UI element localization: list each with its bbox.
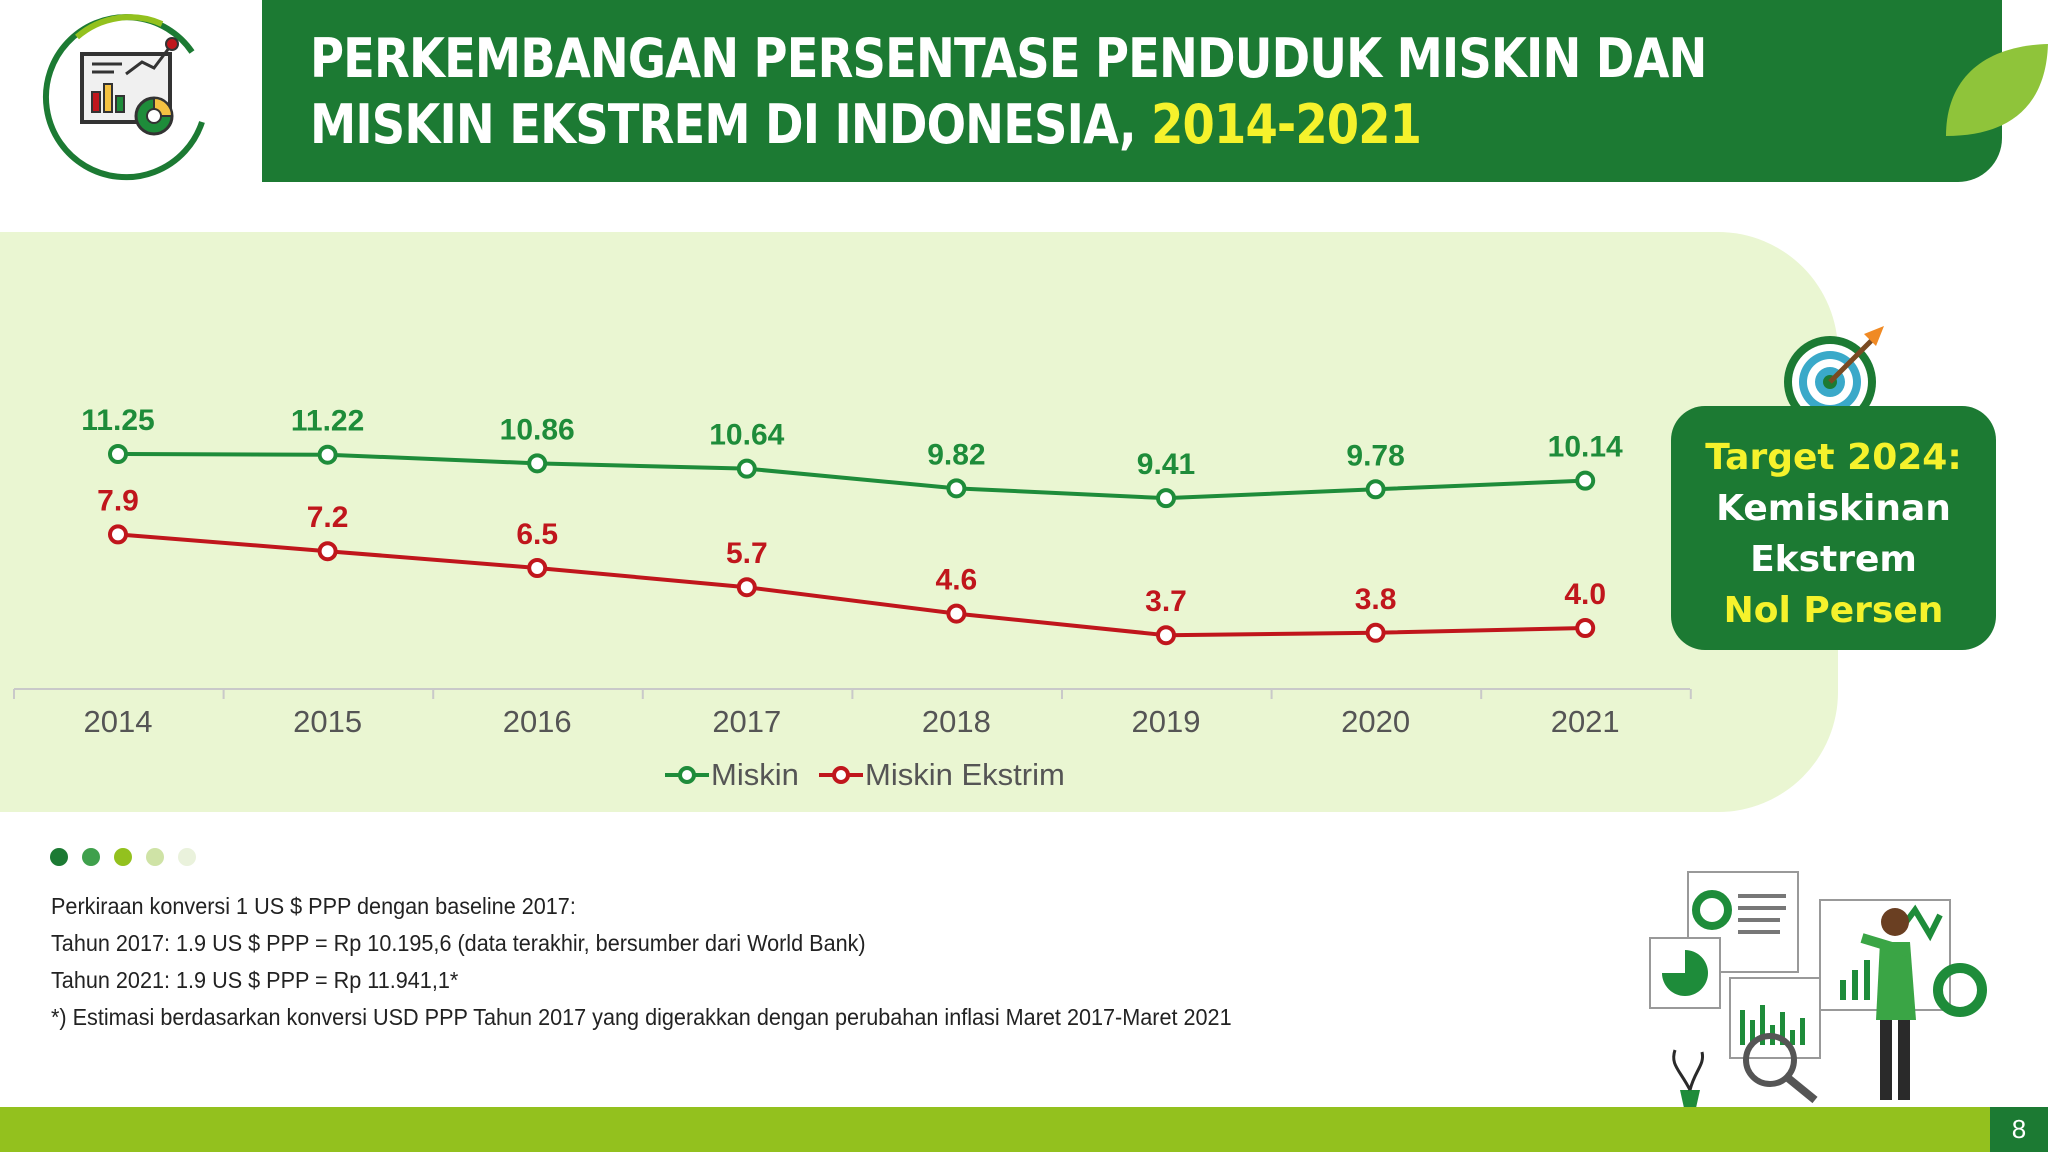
data-point: [736, 458, 757, 479]
title-years: 2014-2021: [1151, 93, 1422, 156]
data-label: 7.2: [307, 501, 349, 534]
target-line-3: Ekstrem: [1750, 539, 1917, 580]
data-label: 5.7: [726, 537, 768, 570]
data-point: [1365, 479, 1386, 500]
x-tick-label: 2021: [1551, 704, 1620, 739]
data-label: 4.6: [936, 564, 978, 597]
data-label: 7.9: [97, 484, 139, 517]
presenter-illustration: [1649, 871, 1987, 1108]
note-line: Perkiraan konversi 1 US $ PPP dengan bas…: [51, 893, 576, 919]
note-line: Tahun 2017: 1.9 US $ PPP = Rp 10.195,6 (…: [51, 930, 866, 956]
analytics-logo-icon: [43, 14, 205, 181]
target-line-2: Kemiskinan: [1716, 488, 1951, 529]
note-line: *) Estimasi berdasarkan konversi USD PPP…: [51, 1004, 1232, 1030]
data-label: 10.64: [709, 419, 784, 452]
data-label: 3.8: [1355, 583, 1397, 616]
data-point: [946, 478, 967, 499]
data-point: [317, 444, 338, 465]
x-tick-label: 2014: [84, 704, 153, 739]
data-label: 10.86: [500, 413, 575, 446]
target-heading: Target 2024:: [1705, 437, 1962, 478]
data-point: [108, 524, 128, 545]
legend-swatch-marker: [678, 766, 696, 784]
data-point: [1575, 618, 1596, 638]
poverty-line-chart: 2014 2015 2016 2017 2018 2019 2020 2021 11.25 11…: [13, 404, 1692, 792]
data-point: [317, 541, 338, 562]
x-tick-label: 2016: [503, 704, 572, 739]
x-tick-label: 2017: [712, 704, 781, 739]
data-label: 6.5: [516, 518, 558, 551]
data-label: 4.0: [1564, 578, 1606, 611]
target-dart-icon: [1784, 326, 1884, 428]
data-point: [1575, 470, 1596, 491]
chart-panel: [0, 232, 1838, 812]
series-line-miskin-ekstrim: [117, 532, 1586, 638]
note-line: Tahun 2021: 1.9 US $ PPP = Rp 11.941,1*: [51, 967, 459, 993]
title-banner: [262, 0, 2002, 182]
dot: [82, 848, 100, 866]
data-label: 9.78: [1346, 439, 1404, 472]
title-line-2: MISKIN EKSTREM DI INDONESIA, 2014-2021: [310, 92, 1707, 158]
data-label: 9.82: [927, 438, 985, 471]
x-tick-label: 2018: [922, 704, 991, 739]
legend-swatch-marker: [832, 766, 850, 784]
x-tick-label: 2020: [1341, 704, 1410, 739]
data-point: [1156, 625, 1176, 646]
dot: [146, 848, 164, 866]
x-tick-label: 2019: [1132, 704, 1201, 739]
target-line-4: Nol Persen: [1723, 590, 1944, 631]
legend-label: Miskin Ekstrim: [865, 757, 1065, 792]
x-tick-label: 2015: [293, 704, 362, 739]
data-point: [527, 453, 548, 474]
data-point: [108, 444, 128, 464]
data-point: [736, 577, 757, 598]
dot: [114, 848, 132, 866]
dot: [50, 848, 68, 866]
data-label: 9.41: [1137, 448, 1195, 481]
title-line-2-text: MISKIN EKSTREM DI INDONESIA,: [310, 93, 1152, 156]
data-label: 3.7: [1145, 585, 1187, 618]
footer-bar: [0, 1107, 1990, 1152]
decorative-dots: [50, 848, 210, 871]
data-point: [527, 558, 548, 578]
footnotes: Perkiraan konversi 1 US $ PPP dengan bas…: [51, 888, 1232, 1036]
title-line-1: PERKEMBANGAN PERSENTASE PENDUDUK MISKIN …: [310, 27, 1707, 90]
page-number: 8: [1990, 1107, 2048, 1152]
data-label: 11.22: [291, 405, 364, 438]
data-label: 11.25: [81, 404, 154, 437]
data-point: [946, 603, 967, 624]
target-2024-box: Target 2024: Kemiskinan Ekstrem Nol Pers…: [1671, 406, 1996, 650]
series-line-miskin: [117, 452, 1586, 501]
data-label: 10.14: [1548, 431, 1623, 464]
data-point: [1365, 622, 1386, 643]
page-title: PERKEMBANGAN PERSENTASE PENDUDUK MISKIN …: [310, 26, 1707, 158]
leaf-icon: [1946, 44, 2048, 136]
legend-label: Miskin: [711, 757, 799, 792]
dot: [178, 848, 196, 866]
data-point: [1156, 488, 1176, 509]
